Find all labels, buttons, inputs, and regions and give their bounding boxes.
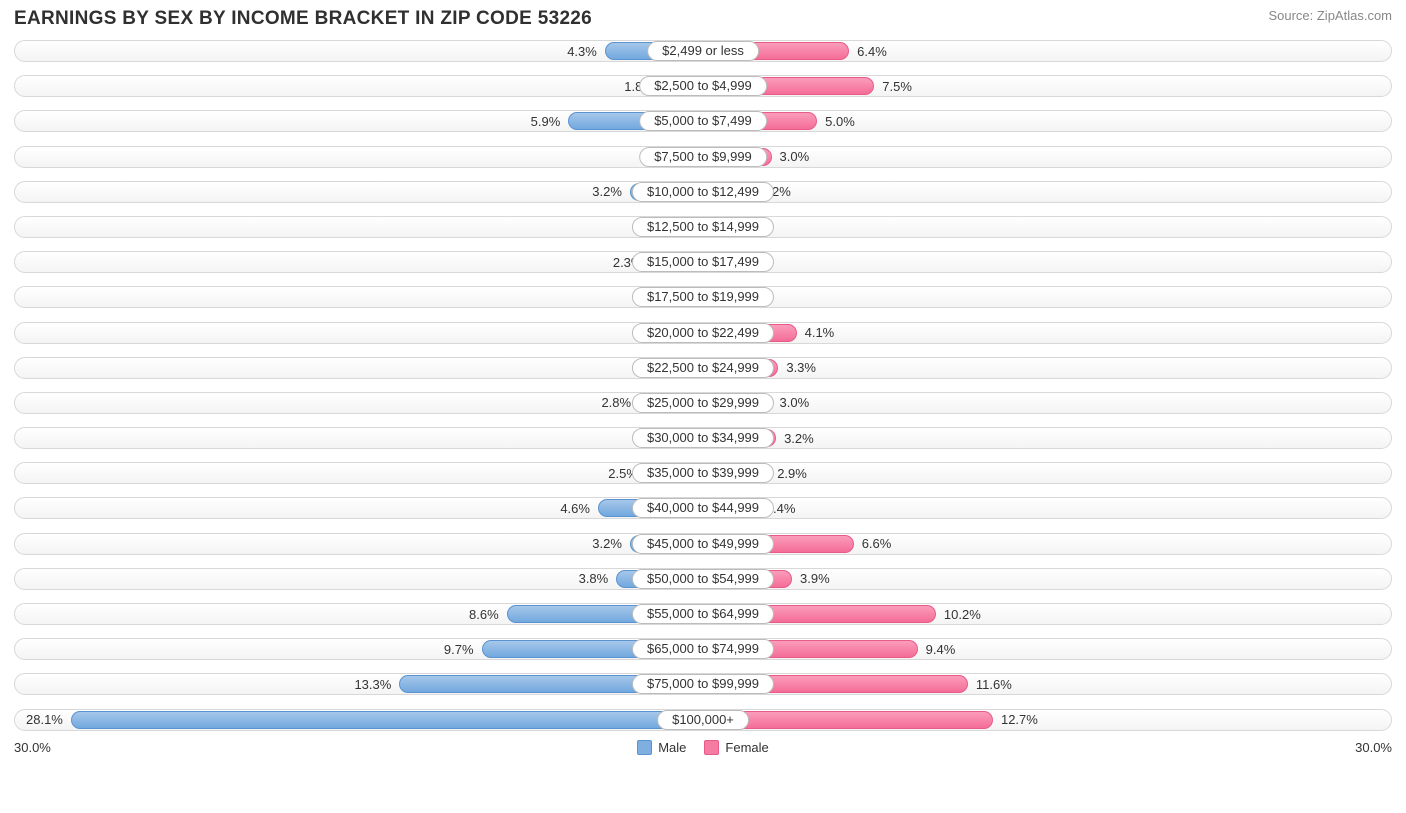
- chart-row: 8.6% 10.2% $55,000 to $64,999: [14, 603, 1392, 625]
- male-pct-label: 28.1%: [18, 712, 71, 727]
- legend: Male Female: [637, 740, 769, 755]
- chart-row: 2.3%1.1%$15,000 to $17,499: [14, 251, 1392, 273]
- female-pct-label: 2.9%: [769, 466, 815, 481]
- category-label: $75,000 to $99,999: [632, 674, 774, 694]
- chart-row: 3.2%2.2%$10,000 to $12,499: [14, 181, 1392, 203]
- legend-female: Female: [704, 740, 768, 755]
- category-label: $20,000 to $22,499: [632, 323, 774, 343]
- category-label: $100,000+: [657, 710, 749, 730]
- female-pct-label: 4.1%: [797, 325, 843, 340]
- category-label: $17,500 to $19,999: [632, 287, 774, 307]
- chart-row: 0.97%4.1%$20,000 to $22,499: [14, 322, 1392, 344]
- legend-male: Male: [637, 740, 686, 755]
- chart-row: 1.2%0.75%$12,500 to $14,999: [14, 216, 1392, 238]
- female-pct-label: 3.9%: [792, 571, 838, 586]
- swatch-male-icon: [637, 740, 652, 755]
- swatch-female-icon: [704, 740, 719, 755]
- female-pct-label: 3.0%: [772, 149, 818, 164]
- category-label: $22,500 to $24,999: [632, 358, 774, 378]
- male-pct-label: 8.6%: [461, 607, 507, 622]
- female-pct-label: 3.2%: [776, 431, 822, 446]
- female-pct-label: 11.6%: [968, 677, 1020, 692]
- female-pct-label: 3.3%: [778, 360, 824, 375]
- chart-row: 0.8%3.3%$22,500 to $24,999: [14, 357, 1392, 379]
- category-label: $50,000 to $54,999: [632, 569, 774, 589]
- chart-row: 4.3% 6.4% $2,499 or less: [14, 40, 1392, 62]
- category-label: $35,000 to $39,999: [632, 463, 774, 483]
- chart-row: 9.7% 9.4% $65,000 to $74,999: [14, 638, 1392, 660]
- category-label: $45,000 to $49,999: [632, 534, 774, 554]
- female-pct-label: 5.0%: [817, 114, 863, 129]
- category-label: $2,499 or less: [647, 41, 759, 61]
- category-label: $40,000 to $44,999: [632, 498, 774, 518]
- chart-row: 13.3% 11.6% $75,000 to $99,999: [14, 673, 1392, 695]
- chart-row: 28.1% 12.7% $100,000+: [14, 709, 1392, 731]
- diverging-bar-chart: 4.3%6.4%$2,499 or less1.8%7.5%$2,500 to …: [14, 40, 1392, 731]
- legend-female-label: Female: [725, 740, 768, 755]
- male-pct-label: 3.8%: [571, 571, 617, 586]
- male-pct-label: 9.7%: [436, 642, 482, 657]
- male-pct-label: 3.2%: [584, 536, 630, 551]
- category-label: $55,000 to $64,999: [632, 604, 774, 624]
- chart-title: EARNINGS BY SEX BY INCOME BRACKET IN ZIP…: [14, 8, 592, 30]
- category-label: $65,000 to $74,999: [632, 639, 774, 659]
- female-pct-label: 10.2%: [936, 607, 989, 622]
- male-bar: [71, 711, 703, 729]
- category-label: $10,000 to $12,499: [632, 182, 774, 202]
- category-label: $25,000 to $29,999: [632, 393, 774, 413]
- chart-row: 1.0%3.0%$7,500 to $9,999: [14, 146, 1392, 168]
- female-pct-label: 3.0%: [772, 395, 818, 410]
- female-pct-label: 6.4%: [849, 44, 895, 59]
- chart-row: 4.6%2.4%$40,000 to $44,999: [14, 497, 1392, 519]
- chart-source: Source: ZipAtlas.com: [1268, 8, 1392, 23]
- category-label: $7,500 to $9,999: [639, 147, 767, 167]
- axis-max-right: 30.0%: [1355, 740, 1392, 755]
- category-label: $5,000 to $7,499: [639, 111, 767, 131]
- chart-header: EARNINGS BY SEX BY INCOME BRACKET IN ZIP…: [14, 8, 1392, 30]
- male-pct-label: 4.6%: [552, 501, 598, 516]
- chart-row: 3.8% 3.9% $50,000 to $54,999: [14, 568, 1392, 590]
- male-pct-label: 5.9%: [523, 114, 569, 129]
- legend-male-label: Male: [658, 740, 686, 755]
- chart-row: 1.2%3.2%$30,000 to $34,999: [14, 427, 1392, 449]
- chart-row: 1.8%7.5%$2,500 to $4,999: [14, 75, 1392, 97]
- male-pct-label: 4.3%: [559, 44, 605, 59]
- category-label: $12,500 to $14,999: [632, 217, 774, 237]
- female-pct-label: 12.7%: [993, 712, 1046, 727]
- female-pct-label: 7.5%: [874, 79, 920, 94]
- chart-row: 2.5%2.9%$35,000 to $39,999: [14, 462, 1392, 484]
- axis-max-left: 30.0%: [14, 740, 51, 755]
- male-pct-label: 3.2%: [584, 184, 630, 199]
- chart-row: 0.73%0.79%$17,500 to $19,999: [14, 286, 1392, 308]
- female-pct-label: 6.6%: [854, 536, 900, 551]
- male-pct-label: 13.3%: [346, 677, 399, 692]
- category-label: $2,500 to $4,999: [639, 76, 767, 96]
- chart-row: 3.2% 6.6% $45,000 to $49,999: [14, 533, 1392, 555]
- female-pct-label: 9.4%: [918, 642, 964, 657]
- chart-row: 2.8%3.0%$25,000 to $29,999: [14, 392, 1392, 414]
- category-label: $30,000 to $34,999: [632, 428, 774, 448]
- category-label: $15,000 to $17,499: [632, 252, 774, 272]
- chart-row: 5.9% 5.0% $5,000 to $7,499: [14, 110, 1392, 132]
- chart-footer: 30.0% Male Female 30.0%: [14, 740, 1392, 755]
